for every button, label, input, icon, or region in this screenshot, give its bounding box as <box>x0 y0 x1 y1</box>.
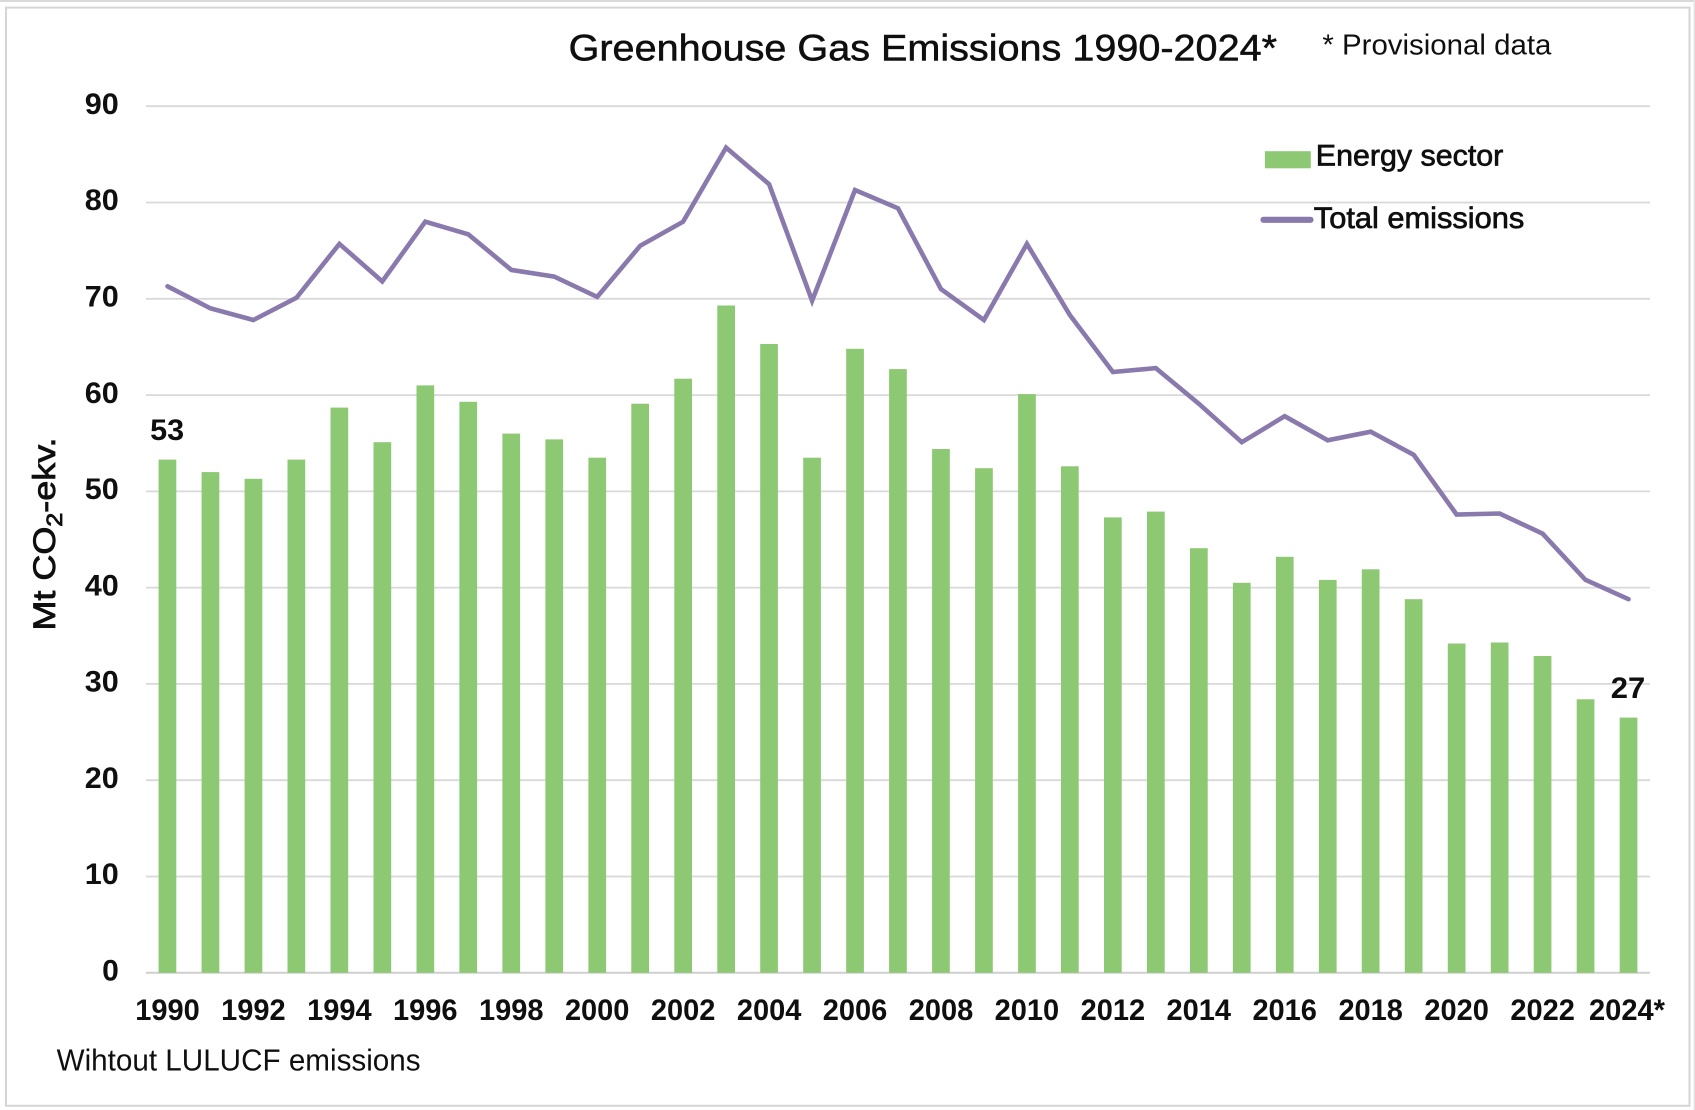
svg-text:Total emissions: Total emissions <box>1314 202 1525 235</box>
svg-text:27: 27 <box>1611 672 1646 705</box>
svg-text:50: 50 <box>85 473 119 506</box>
svg-text:1998: 1998 <box>479 994 544 1027</box>
svg-text:0: 0 <box>102 955 119 988</box>
svg-text:2012: 2012 <box>1081 994 1146 1027</box>
svg-text:40: 40 <box>85 569 119 602</box>
svg-text:1996: 1996 <box>393 994 458 1027</box>
svg-text:2020: 2020 <box>1424 994 1489 1027</box>
svg-text:Mt CO2-ekv.: Mt CO2-ekv. <box>27 438 67 631</box>
svg-text:Energy sector: Energy sector <box>1316 139 1504 172</box>
svg-text:60: 60 <box>85 377 119 410</box>
svg-text:90: 90 <box>85 88 119 121</box>
svg-text:Wihtout LULUCF emissions: Wihtout LULUCF emissions <box>57 1042 421 1077</box>
svg-text:53: 53 <box>150 414 184 447</box>
svg-text:Greenhouse Gas Emissions 1990-: Greenhouse Gas Emissions 1990-2024* <box>569 27 1277 69</box>
svg-text:70: 70 <box>85 281 119 314</box>
svg-text:20: 20 <box>85 762 119 795</box>
svg-text:1990: 1990 <box>135 994 200 1027</box>
svg-text:2004: 2004 <box>737 994 802 1027</box>
svg-text:2006: 2006 <box>823 994 888 1027</box>
svg-text:2000: 2000 <box>565 994 630 1027</box>
svg-text:2008: 2008 <box>909 994 974 1027</box>
svg-text:1994: 1994 <box>307 994 372 1027</box>
svg-text:10: 10 <box>85 858 119 891</box>
svg-text:* Provisional data: * Provisional data <box>1322 30 1552 62</box>
svg-text:2010: 2010 <box>995 994 1060 1027</box>
svg-text:2016: 2016 <box>1252 994 1317 1027</box>
svg-text:30: 30 <box>85 666 119 699</box>
svg-text:2024*: 2024* <box>1589 994 1665 1027</box>
svg-text:2018: 2018 <box>1338 994 1403 1027</box>
svg-text:1992: 1992 <box>221 994 286 1027</box>
svg-text:80: 80 <box>85 184 119 217</box>
svg-text:2014: 2014 <box>1167 994 1232 1027</box>
svg-text:2022: 2022 <box>1510 994 1575 1027</box>
svg-text:2002: 2002 <box>651 994 716 1027</box>
